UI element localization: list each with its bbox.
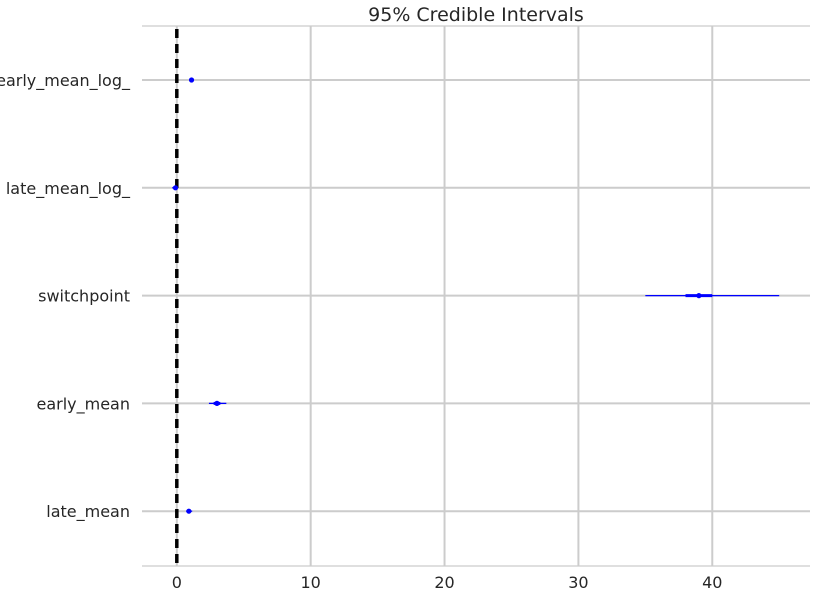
mean-marker xyxy=(696,293,702,299)
x-tick-label: 10 xyxy=(300,573,320,592)
y-tick-label: switchpoint xyxy=(38,287,130,306)
y-tick-label: late_mean_log_ xyxy=(6,179,131,199)
x-tick-label: 30 xyxy=(568,573,588,592)
x-tick-label: 40 xyxy=(702,573,722,592)
x-tick-label: 20 xyxy=(434,573,454,592)
y-tick-label: early_mean xyxy=(36,394,130,414)
marks-layer xyxy=(172,77,780,514)
chart-title: 95% Credible Intervals xyxy=(368,4,584,26)
mean-marker xyxy=(188,77,195,83)
mean-marker xyxy=(214,400,220,406)
mean-marker xyxy=(186,508,192,514)
x-tick-label: 0 xyxy=(172,573,182,592)
y-tick-label: late_mean xyxy=(46,502,130,522)
labels-layer: 0 10 20 30 40 early_mean_log_ late_mean_log_sw… xyxy=(0,71,722,592)
mean-marker xyxy=(172,185,179,191)
axes-layer xyxy=(142,25,810,567)
y-tick-label: early_mean_log_ xyxy=(0,71,131,91)
